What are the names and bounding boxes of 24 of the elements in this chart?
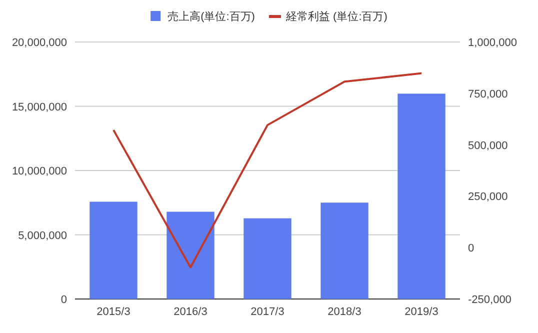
y2-tick-label: -250,000 xyxy=(468,294,512,306)
bar xyxy=(244,218,292,299)
x-tick-label: 2018/3 xyxy=(328,306,362,318)
y-tick-label: 0 xyxy=(60,294,67,306)
line-series xyxy=(112,72,422,268)
y-tick-label: 10,000,000 xyxy=(12,166,67,178)
bar xyxy=(398,94,446,299)
y-tick-label: 15,000,000 xyxy=(12,101,67,114)
y2-tick-label: 250,000 xyxy=(468,191,508,204)
x-tick-label: 2016/3 xyxy=(174,306,208,318)
legend-label: 売上高(単位:百万) xyxy=(168,10,255,23)
bar xyxy=(90,202,138,299)
x-tick-label: 2019/3 xyxy=(404,306,438,318)
y-tick-label: 5,000,000 xyxy=(18,230,67,242)
y-tick-label: 20,000,000 xyxy=(12,37,67,49)
y2-tick-label: 750,000 xyxy=(468,88,508,100)
x-tick-label: 2015/3 xyxy=(96,306,130,318)
bar xyxy=(320,202,368,299)
legend-label: 経常利益 (単位:百万) xyxy=(284,10,388,23)
bar xyxy=(166,212,214,299)
y2-tick-label: 0 xyxy=(468,242,474,255)
y2-tick-label: 1,000,000 xyxy=(468,37,517,49)
x-tick-label: 2017/3 xyxy=(250,306,284,318)
y2-tick-label: 500,000 xyxy=(468,140,508,152)
